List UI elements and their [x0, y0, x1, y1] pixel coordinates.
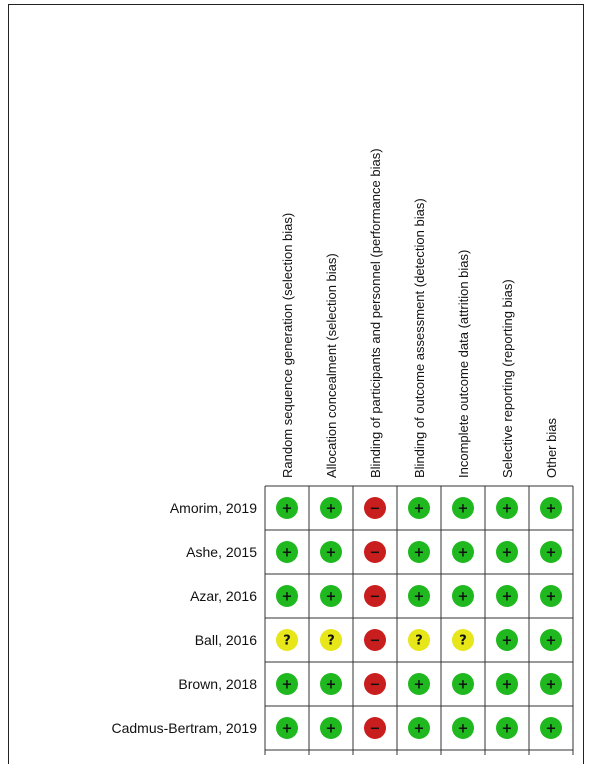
rating-unclear [320, 629, 342, 651]
rating-symbol: ? [283, 634, 291, 649]
rating-symbol: + [546, 678, 557, 693]
domain-header: Random sequence generation (selection bi… [280, 213, 295, 478]
rating-symbol: − [370, 634, 381, 649]
rating-low [408, 717, 430, 739]
rating-symbol: ? [415, 634, 423, 649]
rating-low [320, 717, 342, 739]
domain-header: Allocation concealment (selection bias) [324, 253, 339, 478]
rating-low [540, 629, 562, 651]
rating-high [364, 541, 386, 563]
rating-symbol: + [546, 590, 557, 605]
rating-low [540, 497, 562, 519]
rating-symbol: + [458, 590, 469, 605]
rating-low [540, 673, 562, 695]
rating-symbol: ? [327, 634, 335, 649]
rating-low [452, 585, 474, 607]
rating-low [276, 717, 298, 739]
rating-unclear [276, 629, 298, 651]
rating-symbol: ? [459, 634, 467, 649]
rating-symbol: + [414, 502, 425, 517]
rating-symbol: + [502, 546, 513, 561]
rating-low [452, 541, 474, 563]
rating-high [364, 497, 386, 519]
rating-symbol: − [370, 590, 381, 605]
rating-low [452, 717, 474, 739]
rating-symbol: + [502, 722, 513, 737]
rating-low [496, 717, 518, 739]
study-label: Amorim, 2019 [170, 500, 257, 516]
rating-low [540, 717, 562, 739]
domain-header: Incomplete outcome data (attrition bias) [456, 250, 471, 478]
rating-low [540, 541, 562, 563]
rating-symbol: + [502, 590, 513, 605]
rating-symbol: + [282, 678, 293, 693]
rating-low [496, 673, 518, 695]
rating-symbol: + [546, 546, 557, 561]
rating-low [320, 673, 342, 695]
study-label: Cadmus-Bertram, 2019 [111, 720, 257, 736]
rating-low [408, 585, 430, 607]
rating-symbol: + [282, 502, 293, 517]
domain-header: Blinding of participants and personnel (… [368, 148, 383, 478]
study-label: Ball, 2016 [195, 632, 257, 648]
rating-symbol: − [370, 546, 381, 561]
rating-symbol: + [282, 722, 293, 737]
rating-symbol: + [502, 678, 513, 693]
rating-symbol: + [414, 590, 425, 605]
rating-symbol: + [458, 722, 469, 737]
rating-low [408, 673, 430, 695]
study-label: Ashe, 2015 [186, 544, 257, 560]
rating-symbol: − [370, 502, 381, 517]
rating-low [452, 673, 474, 695]
domain-header: Other bias [544, 418, 559, 478]
rating-low [320, 585, 342, 607]
rating-low [320, 497, 342, 519]
rating-high [364, 585, 386, 607]
rating-low [320, 541, 342, 563]
rating-low [496, 541, 518, 563]
rating-high [364, 673, 386, 695]
domain-header: Selective reporting (reporting bias) [500, 279, 515, 478]
rating-symbol: + [326, 546, 337, 561]
rating-symbol: + [326, 590, 337, 605]
rating-symbol: + [326, 678, 337, 693]
rating-symbol: − [370, 678, 381, 693]
rating-symbol: + [282, 590, 293, 605]
rating-symbol: + [326, 722, 337, 737]
rating-unclear [408, 629, 430, 651]
study-label: Azar, 2016 [190, 588, 257, 604]
rating-low [540, 585, 562, 607]
rating-symbol: − [370, 722, 381, 737]
rating-low [496, 497, 518, 519]
rating-low [408, 541, 430, 563]
rating-symbol: + [502, 502, 513, 517]
figure-frame [8, 4, 584, 764]
rating-symbol: + [414, 722, 425, 737]
rating-unclear [452, 629, 474, 651]
rating-symbol: + [414, 546, 425, 561]
domain-header: Blinding of outcome assessment (detectio… [412, 198, 427, 478]
rating-symbol: + [458, 546, 469, 561]
rating-low [276, 673, 298, 695]
rating-symbol: + [502, 634, 513, 649]
rating-symbol: + [546, 634, 557, 649]
rating-low [496, 629, 518, 651]
rating-symbol: + [282, 546, 293, 561]
rating-symbol: + [458, 678, 469, 693]
rating-symbol: + [546, 722, 557, 737]
study-label: Brown, 2018 [178, 676, 257, 692]
rating-symbol: + [414, 678, 425, 693]
rating-symbol: + [458, 502, 469, 517]
rating-high [364, 717, 386, 739]
rating-low [276, 541, 298, 563]
rating-high [364, 629, 386, 651]
rating-low [408, 497, 430, 519]
rating-symbol: + [326, 502, 337, 517]
rating-symbol: + [546, 502, 557, 517]
rating-low [276, 497, 298, 519]
rating-low [452, 497, 474, 519]
rating-low [496, 585, 518, 607]
rating-low [276, 585, 298, 607]
